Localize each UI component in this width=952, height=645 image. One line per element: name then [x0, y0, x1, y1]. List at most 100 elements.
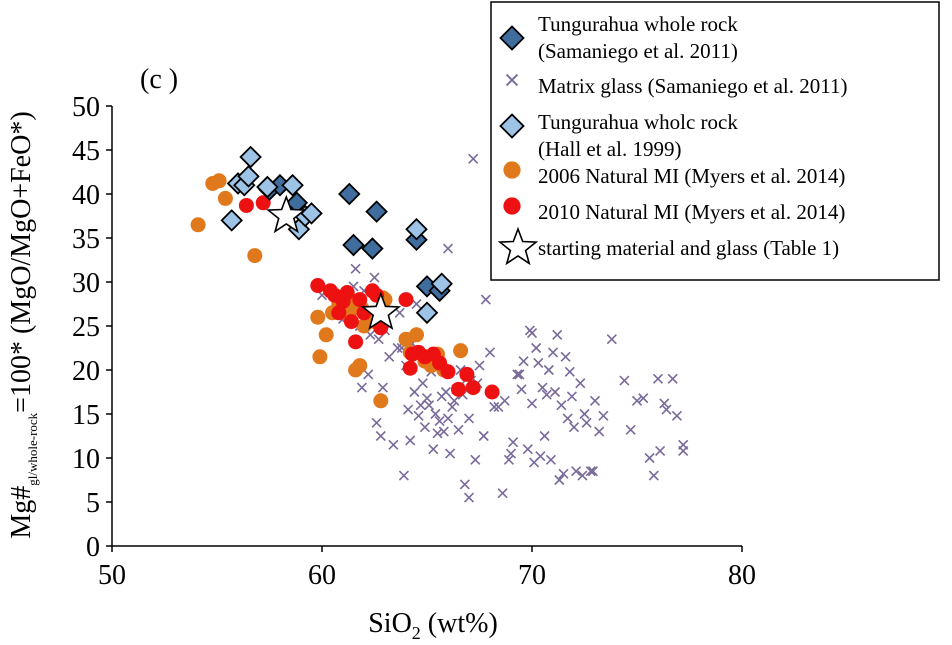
data-point: [484, 347, 496, 358]
legend-box: [490, 1, 940, 281]
data-point: [655, 445, 666, 457]
x-axis-title: SiO2 (wt%): [368, 608, 498, 643]
data-point: [518, 356, 529, 367]
data-point: [625, 424, 636, 435]
data-point: [463, 413, 475, 424]
legend-entry: Matrix glass (Samaniego et al. 2011): [505, 73, 847, 98]
legend: Tungurahua whole rock (Samaniego et al. 2…: [490, 1, 940, 281]
data-point: [384, 351, 395, 362]
data-point: [394, 307, 405, 318]
data-point: [415, 400, 426, 411]
data-point: [493, 401, 504, 413]
data-point: [484, 384, 500, 400]
data-point: [575, 378, 586, 389]
data-point: [211, 173, 227, 189]
data-point: [239, 145, 262, 169]
data-point: [585, 466, 596, 477]
data-point: [217, 190, 233, 206]
data-point: [361, 237, 384, 260]
data-point: [577, 470, 588, 481]
legend-entry: Tungurahua wholc rock (Hall et al. 1999): [499, 110, 738, 161]
data-point: [356, 382, 367, 393]
data-point: [451, 381, 466, 397]
data-point: [564, 366, 575, 377]
y-tick-label: 30: [72, 268, 100, 299]
data-point: [537, 382, 548, 393]
data-point: [419, 422, 430, 433]
axes: 0 5 10 15 20 25 30 35 40 45 50 50 60 70 80: [72, 92, 756, 591]
data-point: [413, 410, 424, 421]
data-point: [318, 327, 334, 343]
data-point: [638, 393, 649, 404]
data-point: [409, 386, 420, 398]
data-point: [526, 398, 538, 409]
data-point: [388, 439, 399, 450]
data-point: [508, 437, 519, 448]
data-point: [671, 410, 682, 421]
legend-marker: [505, 73, 519, 87]
data-point: [342, 233, 365, 257]
y-tick-label: 15: [72, 400, 100, 431]
y-tick-label: 25: [72, 312, 100, 343]
legend-entry: starting material and glass (Table 1): [497, 226, 839, 266]
data-point: [526, 327, 538, 339]
data-point: [255, 195, 271, 211]
data-point: [571, 466, 582, 477]
data-point: [449, 395, 460, 406]
data-point: [535, 451, 546, 462]
data-point: [503, 454, 514, 465]
data-point: [415, 301, 439, 325]
legend-label: Tungurahua wholc rock: [538, 110, 738, 134]
data-point: [447, 401, 458, 413]
y-tick-label: 35: [72, 224, 100, 255]
series-circle-2: [238, 195, 500, 400]
data-point: [360, 291, 402, 331]
legend-label: Tungurahua whole rock: [538, 12, 738, 36]
plot-area: [190, 145, 689, 503]
data-point: [281, 173, 304, 197]
data-point: [661, 404, 672, 415]
data-point: [568, 422, 580, 433]
legend-marker: [499, 113, 525, 139]
data-point: [237, 165, 260, 188]
data-point: [310, 278, 326, 294]
data-point: [369, 272, 380, 283]
data-point: [463, 492, 475, 503]
data-point: [562, 413, 573, 424]
data-point: [547, 347, 559, 358]
data-point: [373, 393, 389, 409]
data-point: [587, 466, 598, 477]
data-point: [512, 369, 523, 380]
data-point: [659, 398, 670, 409]
y-tick-label: 45: [72, 136, 100, 167]
legend-entry: Tungurahua whole rock (Samaniego et al. 2…: [499, 12, 738, 63]
data-point: [405, 435, 416, 446]
data-point: [409, 327, 424, 343]
data-point: [667, 373, 678, 384]
data-point: [566, 391, 577, 402]
data-point: [363, 369, 374, 380]
data-point: [403, 404, 414, 415]
data-point: [480, 294, 491, 305]
data-point: [648, 470, 659, 481]
data-point: [442, 243, 454, 254]
y-tick-label: 20: [72, 356, 100, 387]
data-point: [350, 263, 361, 274]
data-point: [352, 358, 368, 374]
data-point: [256, 175, 279, 199]
data-point: [474, 360, 485, 371]
data-point: [470, 454, 481, 465]
data-point: [365, 200, 388, 223]
x-tick-label: 50: [98, 560, 126, 591]
legend-label: Matrix glass (Samaniego et al. 2011): [538, 74, 847, 98]
data-point: [619, 375, 630, 386]
data-point: [373, 334, 384, 345]
data-point: [266, 194, 307, 234]
data-point: [331, 305, 347, 321]
data-point: [678, 445, 689, 457]
panel-label: (c ): [140, 64, 178, 95]
data-point: [190, 217, 206, 233]
data-point: [377, 382, 388, 393]
data-point: [338, 182, 361, 206]
data-point: [375, 430, 386, 442]
